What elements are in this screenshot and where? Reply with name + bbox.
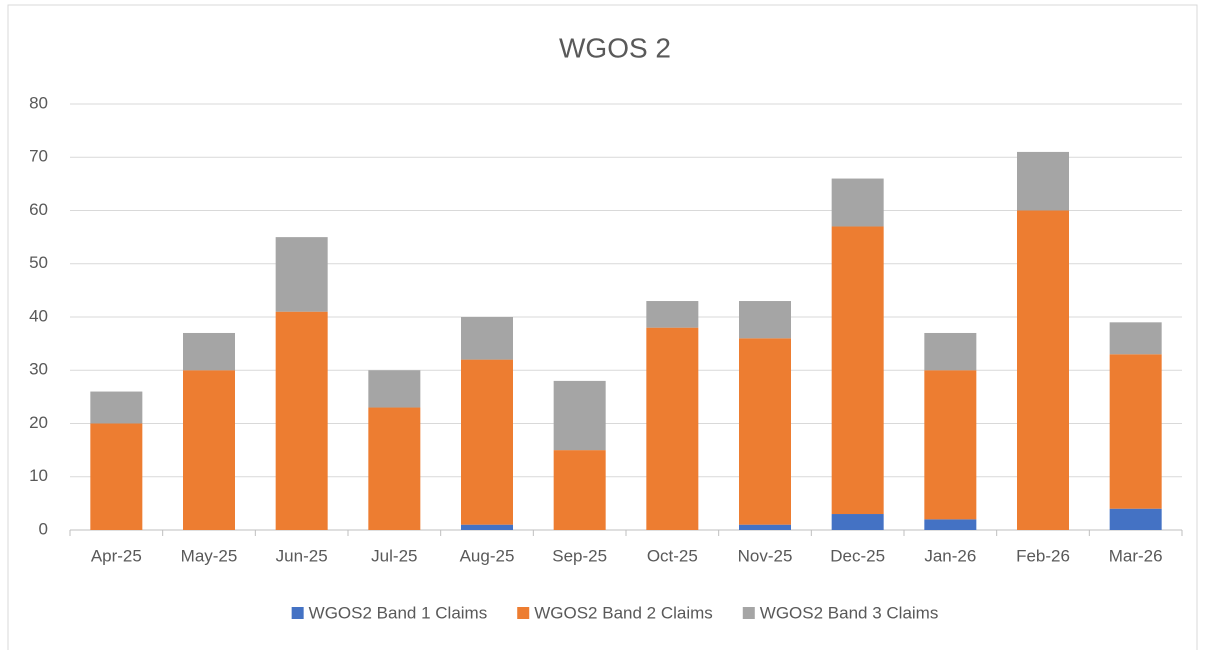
- x-tick-label: May-25: [181, 546, 238, 565]
- bar-segment: [461, 359, 513, 525]
- y-tick-label: 10: [29, 466, 48, 485]
- x-tick-label: Feb-26: [1016, 546, 1070, 565]
- y-tick-label: 60: [29, 200, 48, 219]
- bar-segment: [90, 391, 143, 424]
- bar-segment: [739, 338, 791, 525]
- bar-segment: [368, 407, 421, 530]
- bar-segment: [924, 370, 977, 520]
- bar-segment: [924, 332, 977, 371]
- x-tick-label: Nov-25: [738, 546, 793, 565]
- bar-segment: [553, 450, 606, 530]
- bar-segment: [461, 317, 513, 360]
- x-tick-label: Jul-25: [371, 546, 417, 565]
- bar-segment: [275, 237, 328, 312]
- bar-segment: [831, 226, 884, 515]
- bar-segment: [1109, 508, 1162, 530]
- bar-segment: [368, 370, 421, 408]
- bar-segment: [739, 301, 791, 339]
- y-tick-label: 80: [29, 93, 48, 112]
- legend-label: WGOS2 Band 1 Claims: [309, 603, 488, 622]
- legend-swatch: [291, 607, 304, 619]
- y-tick-label: 30: [29, 360, 48, 379]
- bar-segment: [646, 301, 699, 328]
- bar-segment: [739, 524, 791, 530]
- bar-segment: [1017, 151, 1069, 211]
- x-tick-label: Oct-25: [647, 546, 698, 565]
- bar-segment: [646, 327, 699, 530]
- bar-segment: [461, 524, 513, 530]
- bar-segment: [183, 370, 235, 530]
- y-tick-label: 20: [29, 413, 48, 432]
- bar-segment: [183, 332, 235, 371]
- bar-segment: [1109, 322, 1162, 355]
- bar-segment: [831, 178, 884, 227]
- chart-title: WGOS 2: [559, 32, 671, 63]
- chart-border: [7, 4, 1198, 650]
- bar-segment: [553, 380, 606, 451]
- x-tick-label: Mar-26: [1109, 546, 1163, 565]
- legend-swatch: [517, 607, 530, 619]
- y-tick-label: 50: [29, 253, 48, 272]
- x-tick-label: Aug-25: [460, 546, 515, 565]
- bar-segment: [275, 311, 328, 530]
- y-tick-label: 0: [39, 519, 48, 538]
- bar-segment: [924, 519, 977, 530]
- x-tick-label: Dec-25: [830, 546, 885, 565]
- x-tick-label: Apr-25: [91, 546, 142, 565]
- legend-label: WGOS2 Band 2 Claims: [534, 603, 713, 622]
- bar-segment: [90, 423, 143, 530]
- x-tick-label: Jun-25: [276, 546, 328, 565]
- bar-segment: [1017, 210, 1069, 530]
- x-tick-label: Sep-25: [552, 546, 607, 565]
- bar-segment: [1109, 354, 1162, 509]
- y-tick-label: 40: [29, 306, 48, 325]
- bar-segment: [831, 514, 884, 530]
- y-tick-label: 70: [29, 147, 48, 166]
- x-tick-label: Jan-26: [924, 546, 976, 565]
- legend-label: WGOS2 Band 3 Claims: [760, 603, 939, 622]
- legend-swatch: [742, 607, 755, 619]
